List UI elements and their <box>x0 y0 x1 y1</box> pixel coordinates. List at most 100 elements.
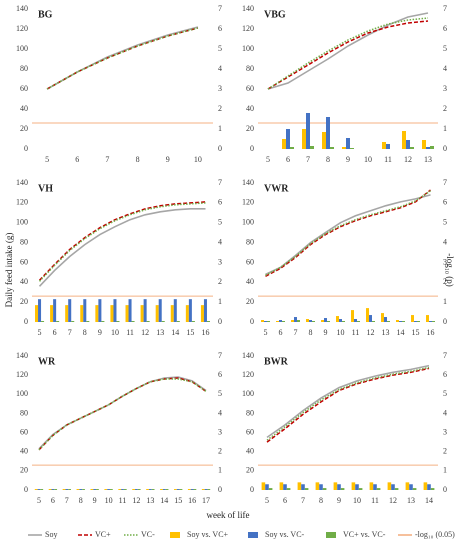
y2-tick-label: 4 <box>218 64 222 73</box>
x-tick-label: 17 <box>202 496 210 505</box>
bar <box>386 144 390 149</box>
bar <box>337 484 341 490</box>
bar <box>321 320 324 322</box>
y-tick-label: 140 <box>242 4 254 13</box>
x-tick-label: 6 <box>283 496 287 505</box>
bar <box>312 321 315 322</box>
bar <box>351 482 356 490</box>
bar <box>38 299 42 322</box>
bar <box>336 316 339 322</box>
bar <box>56 321 60 322</box>
line <box>38 208 206 287</box>
y-tick-label: 140 <box>242 351 254 360</box>
x-tick-label: 5 <box>264 328 268 337</box>
bar <box>135 489 138 490</box>
bar <box>113 299 117 322</box>
panel-title: VWR <box>264 183 289 194</box>
bar <box>123 489 127 490</box>
bar <box>193 489 197 490</box>
y-tick-label: 40 <box>246 104 254 113</box>
y-tick-label: 60 <box>20 84 28 93</box>
bar <box>346 138 350 149</box>
bar <box>432 321 435 322</box>
y2-tick-label: 5 <box>443 389 447 398</box>
bar <box>405 482 410 490</box>
bar <box>297 320 300 322</box>
y2-tick-label: 4 <box>443 408 447 417</box>
x-tick-label: 12 <box>404 155 412 164</box>
bar <box>76 489 80 490</box>
bar <box>34 489 38 490</box>
bar <box>165 489 169 490</box>
bar <box>426 147 430 149</box>
bar <box>276 321 279 322</box>
bar <box>146 321 150 322</box>
y-tick-label: 100 <box>16 389 28 398</box>
bar <box>41 321 45 322</box>
y2-tick-label: 6 <box>443 24 447 33</box>
y2-tick-label: 1 <box>218 466 222 475</box>
y-tick-label: 60 <box>246 257 254 266</box>
legend-swatch <box>326 532 336 538</box>
bar <box>140 305 144 322</box>
y2-tick-label: 2 <box>218 277 222 286</box>
y2-tick-label: 0 <box>218 144 222 153</box>
y-tick-label: 120 <box>16 198 28 207</box>
x-tick-label: 16 <box>188 496 196 505</box>
bar <box>162 489 166 490</box>
bar <box>121 489 124 490</box>
x-tick-label: 6 <box>51 496 55 505</box>
bar <box>155 305 159 322</box>
x-tick-label: 5 <box>265 496 269 505</box>
bar <box>351 310 354 322</box>
bar <box>132 489 136 490</box>
y2-tick-label: 1 <box>218 124 222 133</box>
bar <box>324 318 327 322</box>
bar <box>104 489 108 490</box>
bar <box>158 299 162 322</box>
y2-tick-label: 5 <box>443 218 447 227</box>
bar <box>342 147 346 149</box>
y2-tick-label: 7 <box>443 4 447 13</box>
bar <box>101 321 105 322</box>
x-tick-label: 9 <box>324 328 328 337</box>
bar <box>71 321 75 322</box>
panel-title: WR <box>38 356 56 367</box>
bar <box>116 321 120 322</box>
bar <box>406 140 410 149</box>
panel-title: VBG <box>264 9 286 20</box>
y2-tick-label: 0 <box>443 144 447 153</box>
bar <box>310 146 314 149</box>
bar <box>417 321 420 322</box>
x-tick-label: 10 <box>364 155 372 164</box>
y-tick-label: 40 <box>246 447 254 456</box>
bar <box>65 305 69 322</box>
bar <box>294 317 297 322</box>
line <box>267 20 429 90</box>
line <box>38 202 206 282</box>
y-tick-label: 20 <box>20 297 28 306</box>
bar <box>340 488 345 490</box>
bar <box>86 321 90 322</box>
y-tick-label: 120 <box>16 370 28 379</box>
bar <box>387 321 390 322</box>
y-tick-label: 80 <box>246 64 254 73</box>
bar <box>279 482 284 490</box>
bar <box>322 488 327 490</box>
bar <box>148 489 152 490</box>
panel-title: BWR <box>264 356 289 367</box>
y-tick-label: 20 <box>246 297 254 306</box>
line <box>267 12 429 90</box>
y-tick-label: 100 <box>242 44 254 53</box>
bar <box>306 319 309 322</box>
bar <box>201 489 205 490</box>
line <box>46 26 199 90</box>
x-tick-label: 6 <box>286 155 290 164</box>
legend-label: VC+ vs. VC- <box>343 530 386 539</box>
y2-tick-label: 6 <box>443 198 447 207</box>
bar <box>333 482 338 490</box>
line <box>267 17 429 90</box>
y-tick-label: 40 <box>20 447 28 456</box>
bar <box>369 315 372 322</box>
y2-tick-label: 7 <box>218 178 222 187</box>
